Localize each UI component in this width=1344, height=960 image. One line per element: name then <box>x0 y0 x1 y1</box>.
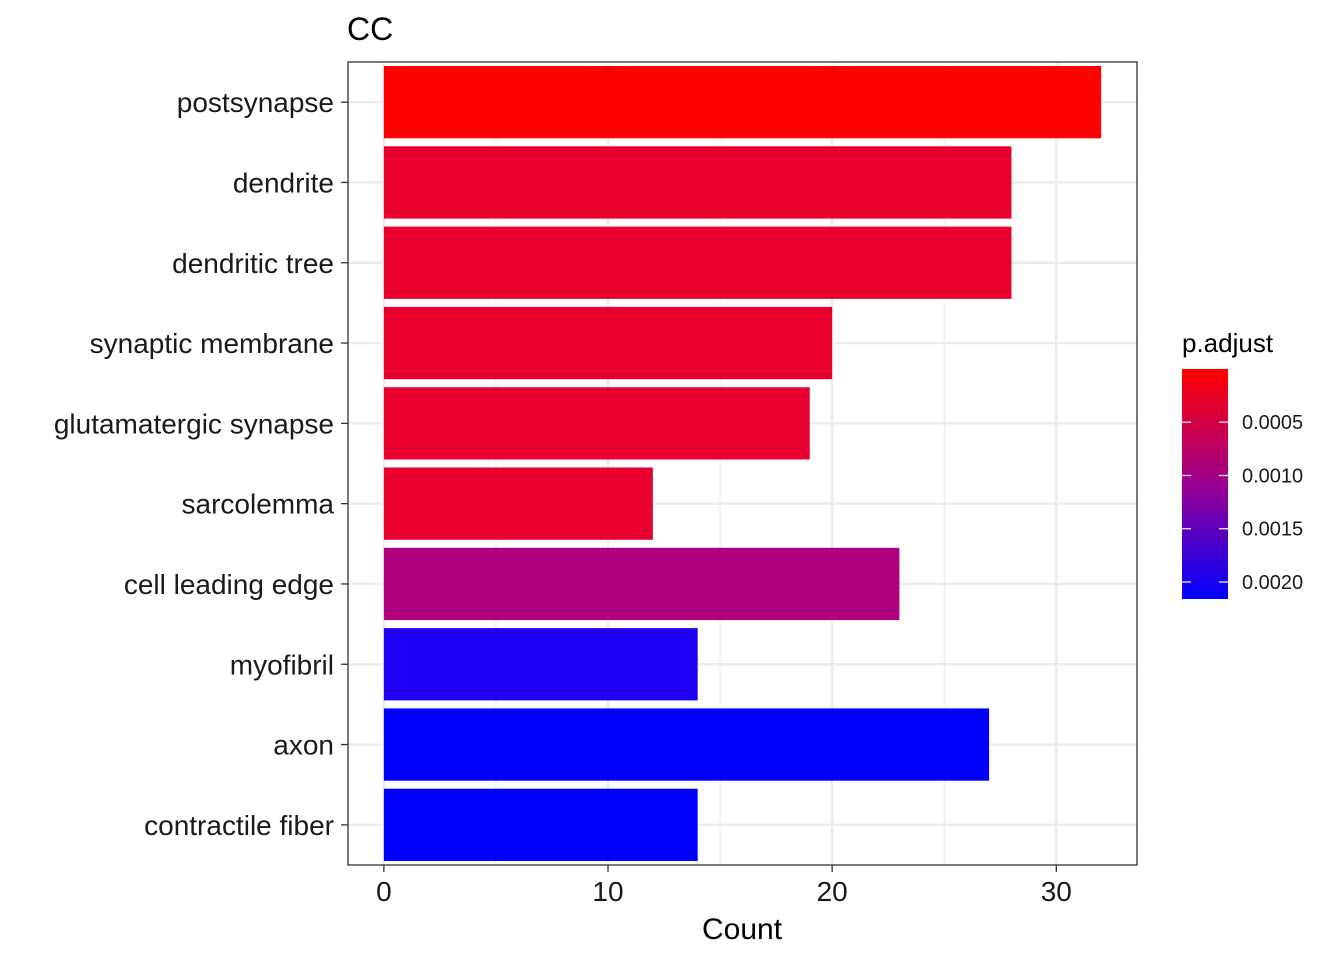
x-axis: 0 10 20 30 <box>376 865 1072 907</box>
bar <box>383 708 990 781</box>
x-axis-title: Count <box>702 913 783 946</box>
y-tick-label: postsynapse <box>177 87 334 118</box>
bar <box>383 547 900 621</box>
legend-tick-label: 0.0015 <box>1242 519 1303 541</box>
bars <box>383 66 1102 861</box>
legend: p.adjust 0.0005 0.0010 0.0015 0.0020 <box>1182 328 1303 599</box>
x-tick-label: 10 <box>592 876 623 907</box>
bar <box>383 467 653 540</box>
plot-panel-border <box>347 61 1138 866</box>
bar <box>383 226 1012 299</box>
bar <box>383 66 1102 139</box>
y-tick-label: synaptic membrane <box>90 328 334 359</box>
y-tick-label: axon <box>273 730 334 761</box>
bar <box>383 788 698 861</box>
x-tick-label: 30 <box>1041 876 1072 907</box>
y-tick-label: sarcolemma <box>182 489 335 520</box>
y-tick-label: glutamatergic synapse <box>54 408 334 439</box>
bar <box>383 387 810 460</box>
legend-ticks: 0.0005 0.0010 0.0015 0.0020 <box>1182 412 1303 594</box>
x-tick-label: 0 <box>376 876 392 907</box>
x-tick-label: 20 <box>817 876 848 907</box>
y-tick-label: dendrite <box>233 167 334 198</box>
legend-tick-label: 0.0005 <box>1242 412 1303 434</box>
y-tick-label: cell leading edge <box>124 569 334 600</box>
chart-title: CC <box>347 11 393 47</box>
legend-tick-label: 0.0020 <box>1242 572 1303 594</box>
bar <box>383 628 698 701</box>
y-axis: postsynapse dendrite dendritic tree synapti… <box>54 87 348 841</box>
legend-tick-label: 0.0010 <box>1242 465 1303 487</box>
bar <box>383 306 833 380</box>
legend-title: p.adjust <box>1182 328 1274 358</box>
bar <box>383 146 1012 219</box>
y-tick-label: dendritic tree <box>172 248 334 279</box>
y-tick-label: contractile fiber <box>144 810 334 841</box>
legend-colorbar <box>1182 369 1228 599</box>
y-tick-label: myofibril <box>230 649 334 680</box>
